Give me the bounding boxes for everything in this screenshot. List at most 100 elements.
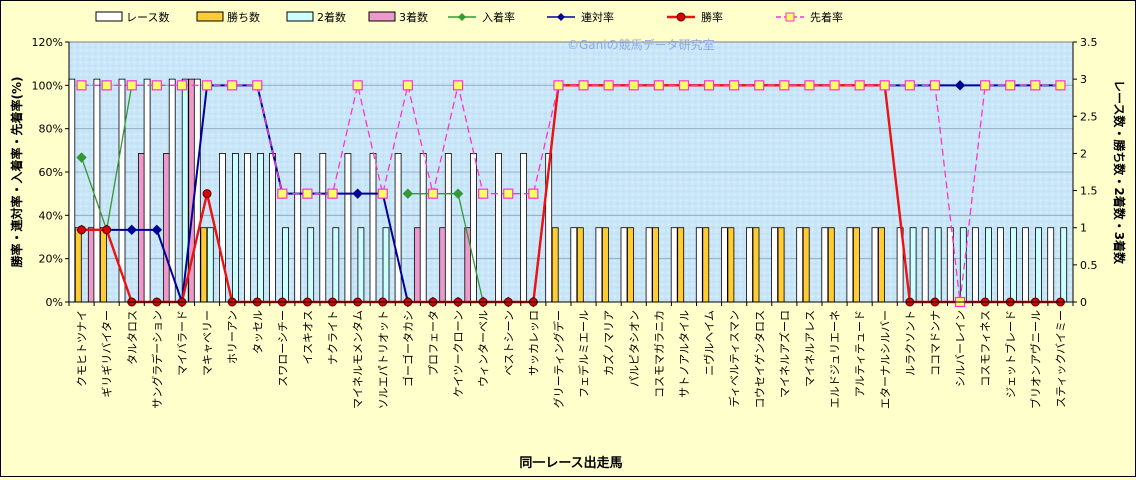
data-point [1030,80,1041,91]
legend-label: 連対率 [581,10,614,24]
data-point [76,80,87,91]
data-point [151,224,163,236]
data-point [102,225,112,235]
data-point [678,80,690,91]
legend-label: 勝ち数 [227,10,260,24]
legend-swatch [95,11,123,22]
y-tick-label-left: 120% [32,36,63,49]
x-tick-label: エルドジュリエーネ [829,310,842,408]
data-point [101,80,112,91]
data-point [402,80,413,91]
data-point [452,188,464,199]
bar [332,227,340,303]
data-point [176,80,188,91]
data-point [327,188,338,199]
bar [871,227,879,303]
bar [1010,227,1017,303]
bar [1047,227,1055,303]
x-tick-label: プロフェータ [427,310,440,376]
data-point [126,80,137,91]
bar [602,227,609,303]
data-point [352,188,363,199]
data-point [980,80,991,91]
legend-marker [785,12,795,22]
data-point [77,225,87,235]
x-tick-label: カズノマリア [602,310,616,376]
data-point [302,188,313,199]
x-tick-label: クモヒトツナイ [76,310,89,387]
data-point [126,224,137,236]
data-point [252,80,263,91]
watermark: ©Ganiの競馬データ研究室 [567,37,715,52]
data-point [452,80,464,91]
bar [645,227,653,303]
y-tick-label-right: 1.5 [1080,185,1098,198]
bar [627,227,634,303]
x-tick-label: ベストシーン [502,310,515,376]
bar [652,227,659,303]
legend-label: 先着率 [810,10,843,24]
x-tick-label: ジェットブレード [1003,310,1017,398]
legend-label: 2着数 [317,10,346,24]
bar [382,227,390,303]
bar [269,153,277,303]
bar [74,227,82,303]
x-tick-label: マキャベリー [201,310,214,376]
bar [93,78,101,303]
data-point [503,188,514,199]
data-point [703,80,715,91]
bar [853,227,860,303]
y-tick-label-right: 3 [1080,73,1087,86]
bar [319,153,327,303]
bar [934,227,942,303]
legend-marker [676,12,686,22]
y-tick-label-right: 1 [1080,222,1087,235]
legend-swatch [368,11,396,22]
x-tick-label: ウィンターベル [477,310,490,387]
x-tick-label: タルタロス [126,310,139,365]
bar [206,227,214,303]
data-point [352,80,363,91]
x-tick-label: コウセイゲンタロス [753,310,766,409]
bar [444,153,452,303]
x-tick-label: スティックバイミー [1054,310,1067,408]
bar [878,227,885,303]
legend-label: 3着数 [399,10,428,24]
bar [231,153,239,303]
y-axis-label-right: レース数・勝ち数・2着数・3着数 [1112,80,1127,265]
bar [595,227,603,303]
bar [827,227,835,303]
y-tick-label-right: 0.5 [1080,259,1098,272]
x-tick-label: エターナルシルバー [879,310,892,409]
bar [394,153,402,303]
data-point [578,80,589,91]
data-point [779,80,790,91]
legend-label: 勝率 [701,10,723,24]
y-tick-label-right: 0 [1080,296,1087,309]
data-point [227,80,238,91]
bar [294,153,302,303]
data-point [553,80,564,91]
x-tick-label: シルバーレイン [954,310,967,387]
x-axis-label: 同一レース出走馬 [519,455,622,471]
data-point [854,80,865,91]
legend-swatch [286,11,314,22]
x-tick-label: コスモフィネス [979,310,992,387]
bar [997,227,1004,303]
legend-marker [557,13,565,21]
x-tick-label: グリーティングデー [551,310,565,408]
legend-marker [458,13,466,21]
data-point [478,188,489,199]
bar [257,153,264,303]
bar [746,227,753,303]
y-tick-label-right: 3.5 [1080,36,1098,49]
data-point [628,80,639,91]
data-point [528,188,539,199]
bar [87,227,95,303]
x-tick-label: アルティテュード [854,310,867,397]
data-point [1055,80,1066,91]
x-tick-label: フェデルミエール [577,310,591,398]
x-tick-label: ギリギリバイター [101,310,114,398]
